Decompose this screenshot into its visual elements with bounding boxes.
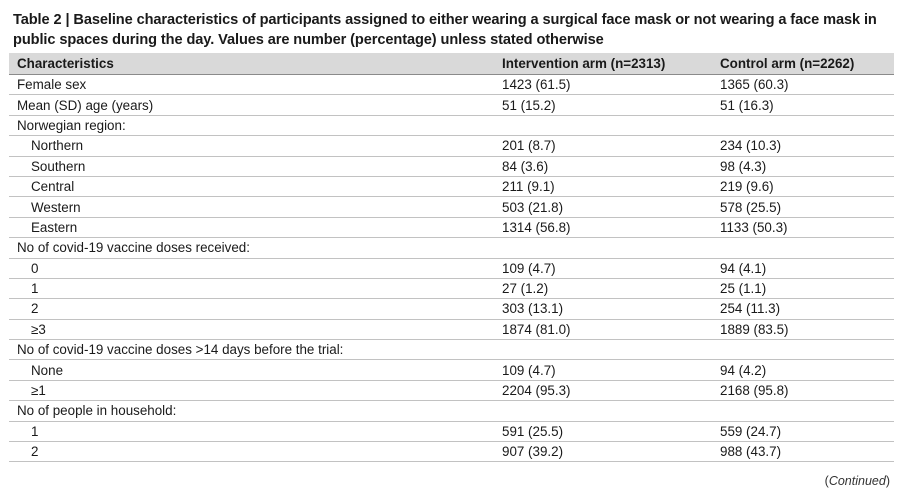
row-control-value	[712, 400, 894, 422]
row-control-value: 578 (25.5)	[712, 196, 894, 218]
row-intervention-value	[494, 237, 712, 259]
row-control-value: 1133 (50.3)	[712, 217, 894, 239]
row-control-value	[712, 339, 894, 361]
table-header-row: Characteristics Intervention arm (n=2313…	[9, 53, 894, 75]
continued-close-paren: )	[885, 474, 890, 488]
row-label: No of covid-19 vaccine doses received:	[9, 237, 494, 259]
row-intervention-value: 591 (25.5)	[494, 421, 712, 443]
row-control-value: 1365 (60.3)	[712, 74, 894, 96]
header-control-arm: Control arm (n=2262)	[712, 53, 894, 75]
table-row: ≥3 1874 (81.0) 1889 (83.5)	[9, 319, 894, 341]
table-row: No of covid-19 vaccine doses >14 days be…	[9, 339, 894, 361]
row-label: ≥1	[9, 380, 494, 402]
row-label: Norwegian region:	[9, 115, 494, 137]
row-intervention-value: 907 (39.2)	[494, 441, 712, 463]
table-row: Central 211 (9.1) 219 (9.6)	[9, 176, 894, 198]
row-control-value	[712, 237, 894, 259]
table-caption: Table 2 | Baseline characteristics of pa…	[13, 12, 877, 48]
row-control-value: 98 (4.3)	[712, 156, 894, 177]
row-control-value: 94 (4.1)	[712, 258, 894, 279]
table-row: Mean (SD) age (years) 51 (15.2) 51 (16.3)	[9, 94, 894, 116]
row-intervention-value: 503 (21.8)	[494, 196, 712, 218]
row-intervention-value: 84 (3.6)	[494, 156, 712, 177]
row-label: Mean (SD) age (years)	[9, 94, 494, 116]
row-control-value: 988 (43.7)	[712, 441, 894, 463]
table-row: Female sex 1423 (61.5) 1365 (60.3)	[9, 74, 894, 96]
table-row: 2 907 (39.2) 988 (43.7)	[9, 441, 894, 463]
row-label: 2	[9, 441, 494, 463]
row-control-value: 25 (1.1)	[712, 278, 894, 300]
row-control-value: 94 (4.2)	[712, 359, 894, 381]
row-label: Western	[9, 196, 494, 218]
row-intervention-value: 1874 (81.0)	[494, 319, 712, 341]
row-label: 0	[9, 258, 494, 279]
row-intervention-value: 1314 (56.8)	[494, 217, 712, 239]
row-label: Female sex	[9, 74, 494, 96]
row-intervention-value: 27 (1.2)	[494, 278, 712, 300]
row-label: Eastern	[9, 217, 494, 239]
row-intervention-value: 2204 (95.3)	[494, 380, 712, 402]
row-label: Southern	[9, 156, 494, 177]
row-control-value: 234 (10.3)	[712, 135, 894, 157]
row-control-value: 559 (24.7)	[712, 421, 894, 443]
table-row: Western 503 (21.8) 578 (25.5)	[9, 196, 894, 218]
row-control-value: 254 (11.3)	[712, 298, 894, 320]
table-row: ≥1 2204 (95.3) 2168 (95.8)	[9, 380, 894, 402]
row-intervention-value: 109 (4.7)	[494, 258, 712, 279]
row-control-value: 1889 (83.5)	[712, 319, 894, 341]
header-intervention-arm: Intervention arm (n=2313)	[494, 53, 712, 75]
table-row: 2 303 (13.1) 254 (11.3)	[9, 298, 894, 320]
row-intervention-value	[494, 339, 712, 361]
row-intervention-value: 109 (4.7)	[494, 359, 712, 381]
row-label: 1	[9, 421, 494, 443]
table-row: 1 27 (1.2) 25 (1.1)	[9, 278, 894, 300]
table-row: None 109 (4.7) 94 (4.2)	[9, 359, 894, 381]
table-row: 0 109 (4.7) 94 (4.1)	[9, 258, 894, 279]
header-characteristics: Characteristics	[9, 53, 494, 75]
row-intervention-value: 211 (9.1)	[494, 176, 712, 198]
row-label: None	[9, 359, 494, 381]
continued-note: (Continued)	[825, 474, 890, 488]
continued-word: Continued	[828, 474, 886, 488]
table-row: No of people in household:	[9, 400, 894, 422]
row-intervention-value: 1423 (61.5)	[494, 74, 712, 96]
table-row: Northern 201 (8.7) 234 (10.3)	[9, 135, 894, 157]
table-row: No of covid-19 vaccine doses received:	[9, 237, 894, 259]
row-label: 2	[9, 298, 494, 320]
row-label: No of people in household:	[9, 400, 494, 422]
row-label: No of covid-19 vaccine doses >14 days be…	[9, 339, 494, 361]
row-intervention-value: 51 (15.2)	[494, 94, 712, 116]
row-intervention-value	[494, 115, 712, 137]
row-intervention-value: 201 (8.7)	[494, 135, 712, 157]
row-label: ≥3	[9, 319, 494, 341]
table-row: Eastern 1314 (56.8) 1133 (50.3)	[9, 217, 894, 239]
row-control-value: 219 (9.6)	[712, 176, 894, 198]
continued-open-paren: (	[824, 474, 829, 488]
row-control-value	[712, 115, 894, 137]
row-label: Central	[9, 176, 494, 198]
row-label: 1	[9, 278, 494, 300]
baseline-characteristics-table: Characteristics Intervention arm (n=2313…	[9, 53, 894, 463]
row-control-value: 2168 (95.8)	[712, 380, 894, 402]
row-label: Northern	[9, 135, 494, 157]
row-intervention-value: 303 (13.1)	[494, 298, 712, 320]
row-control-value: 51 (16.3)	[712, 94, 894, 116]
table-row: 1 591 (25.5) 559 (24.7)	[9, 421, 894, 443]
table-row: Norwegian region:	[9, 115, 894, 137]
table-row: Southern 84 (3.6) 98 (4.3)	[9, 156, 894, 177]
row-intervention-value	[494, 400, 712, 422]
